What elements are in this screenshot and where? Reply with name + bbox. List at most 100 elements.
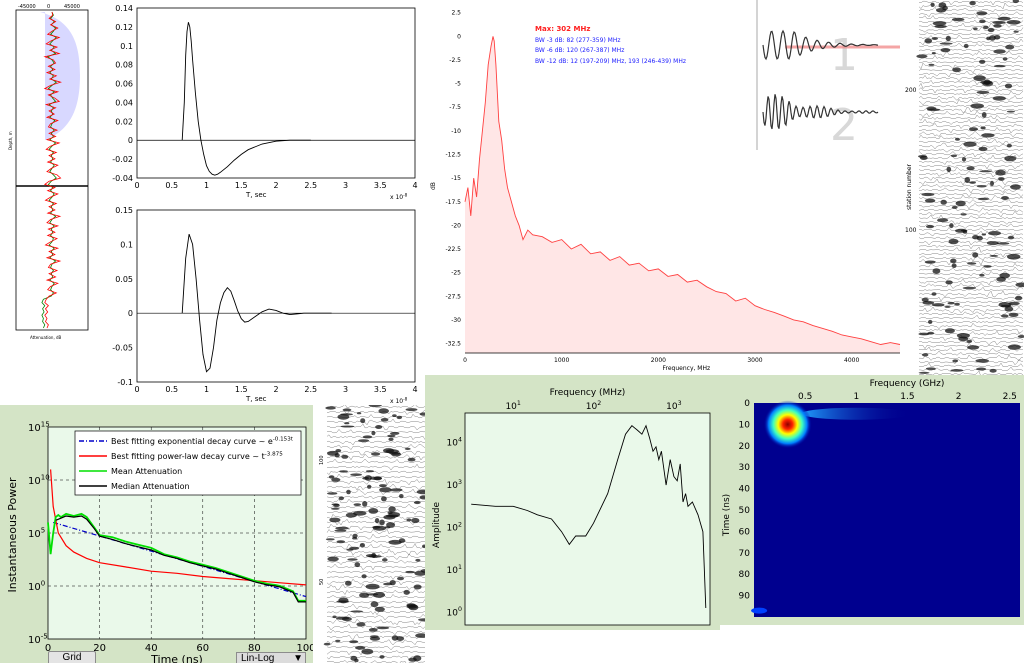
grid-button[interactable]: Grid — [48, 651, 96, 663]
seismic-trace-line — [918, 311, 1024, 317]
seismic-trace-line — [918, 243, 1024, 250]
seismic-trace-line — [326, 418, 425, 426]
seismic-blob — [955, 137, 960, 141]
seismic-trace-line — [918, 38, 1024, 46]
attenuation-xtick: 0 — [45, 643, 51, 654]
seismic-blob — [359, 592, 370, 598]
seismic-trace-line — [918, 182, 1024, 190]
seismic-blob — [986, 241, 999, 246]
wavelet-bottom-xtick: 2 — [273, 385, 278, 394]
scale-select[interactable]: Lin-Log ▼ — [236, 652, 306, 663]
seismic-blob — [930, 2, 935, 7]
seismic-blob — [918, 155, 927, 158]
spectrum-ytick: -7.5 — [449, 104, 461, 111]
spectrum-ytick: -12.5 — [445, 152, 461, 159]
seismic-blob — [998, 177, 1005, 181]
seismic-blob — [981, 112, 987, 118]
seismic-blob — [922, 353, 929, 357]
wavelet-top-ytick: 0.12 — [115, 23, 133, 32]
wavelet-top-ytick: 0.02 — [115, 117, 133, 126]
seismic-blob — [992, 96, 1006, 101]
attenuation-ytick: 1010 — [28, 474, 50, 488]
wavelet-bottom-xtick: 0 — [134, 385, 139, 394]
tf-energy-blip — [751, 607, 768, 614]
seismic-blob — [970, 103, 984, 109]
seismic-blob — [955, 200, 966, 207]
wavelet-top-xlabel: T, sec — [245, 191, 267, 199]
seismic-trace-line — [326, 409, 425, 416]
attenuation-xtick: 100 — [296, 643, 313, 654]
attenuation-xtick: 60 — [196, 643, 209, 654]
seismic-blob — [931, 303, 945, 307]
seismic-blob — [374, 606, 385, 612]
scale-select-value: Lin-Log — [241, 653, 275, 663]
seismic-blob — [928, 319, 933, 324]
wavelet-top-ytick: 0.06 — [115, 80, 133, 89]
seismic-blob — [358, 439, 370, 442]
seismic-blob — [345, 580, 352, 586]
wavelet-top-ytick: 0 — [128, 136, 133, 145]
seismic-blob — [374, 518, 380, 524]
seismic-trace-line — [918, 98, 1024, 106]
seismic-trace-line — [919, 362, 1024, 368]
seismic-trace-line — [918, 207, 1024, 214]
seismic-blob — [380, 418, 389, 422]
seismic-blob — [993, 64, 1006, 68]
seismic-blob — [938, 2, 947, 9]
seismic-blob — [992, 20, 1006, 25]
seismic-blob — [1006, 110, 1015, 113]
seismic-blob — [390, 431, 400, 435]
spectrum-ytick: -20 — [451, 222, 461, 229]
seismic-blob — [336, 540, 346, 544]
wavelet-bottom-ytick: 0.15 — [115, 206, 133, 215]
seismic-trace-line — [918, 87, 1024, 94]
seismic-trace-line — [918, 235, 1024, 241]
depth-log-panel: -45000 0 45000 Attenuation, dB Depth, m — [0, 0, 95, 345]
seismic-blob — [359, 543, 365, 548]
tf-xtick: 1.5 — [900, 392, 914, 402]
amplitude-chart: Frequency (MHz) 101 102 103 104 103 102 101 100 A… — [432, 388, 711, 626]
seismic-blob — [390, 488, 403, 492]
spectrum-ytick: -32.5 — [445, 341, 461, 348]
seismic-blob — [341, 454, 349, 459]
attenuation-xlabel: Time (ns) — [150, 653, 203, 663]
depth-xtick: 0 — [47, 4, 50, 10]
seismic-blob — [327, 556, 339, 562]
seismic-trace-line — [918, 2, 1024, 10]
seismic-blob — [963, 141, 977, 147]
amplitude-ytick: 101 — [447, 564, 462, 576]
seismic-blob — [966, 166, 975, 171]
wavelet-top-xtick: 1 — [204, 181, 209, 190]
wavelet-top-xtick: 2 — [273, 181, 278, 190]
seismic-blob — [932, 268, 941, 274]
seismic-trace-line — [918, 114, 1024, 121]
wavelet-bottom-series-line — [181, 233, 332, 373]
seismic-ytick: 100 — [905, 227, 917, 234]
attenuation-xtick: 40 — [145, 643, 158, 654]
seismic-blob — [369, 476, 382, 480]
seismic-blob — [379, 655, 385, 659]
seismic-blob — [352, 536, 358, 540]
tf-xtick: 2.5 — [1003, 392, 1017, 402]
seismic-blob — [349, 640, 359, 644]
seismic-trace-line — [918, 328, 1024, 334]
amplitude-plot-area — [464, 412, 711, 626]
seismic-blob — [976, 185, 987, 188]
seismic-blob — [1017, 335, 1024, 338]
seismic-blob — [961, 157, 967, 162]
attenuation-panel: 1015 1010 105 100 10-5 0 20 40 60 80 100 Time (ns) I… — [0, 405, 313, 663]
attenuation-chart: 1015 1010 105 100 10-50 20 40 60 80 100 Time (ns) I… — [6, 421, 313, 663]
seismic-trace-line — [918, 227, 1024, 232]
seismic-trace-line — [918, 191, 1024, 198]
seismic-blob — [371, 452, 381, 456]
attenuation-legend-label: Best fitting exponential decay curve ~ e… — [111, 436, 294, 446]
seismic-section-chart: station number 200 100 — [905, 0, 1024, 375]
seismic-trace-line — [326, 453, 425, 461]
trace-label-2: 2 — [830, 100, 858, 150]
depth-series-red — [43, 11, 62, 329]
seismic-blob — [995, 169, 1006, 176]
tf-ytick: 90 — [739, 592, 751, 602]
tf-heatmap-chart: Frequency (GHz) 0.5 1 1.5 2 2.5 0 10 20 30 40 50 60 7… — [722, 379, 1020, 617]
seismic-trace-line — [918, 110, 1024, 118]
seismic-blob — [407, 457, 416, 462]
